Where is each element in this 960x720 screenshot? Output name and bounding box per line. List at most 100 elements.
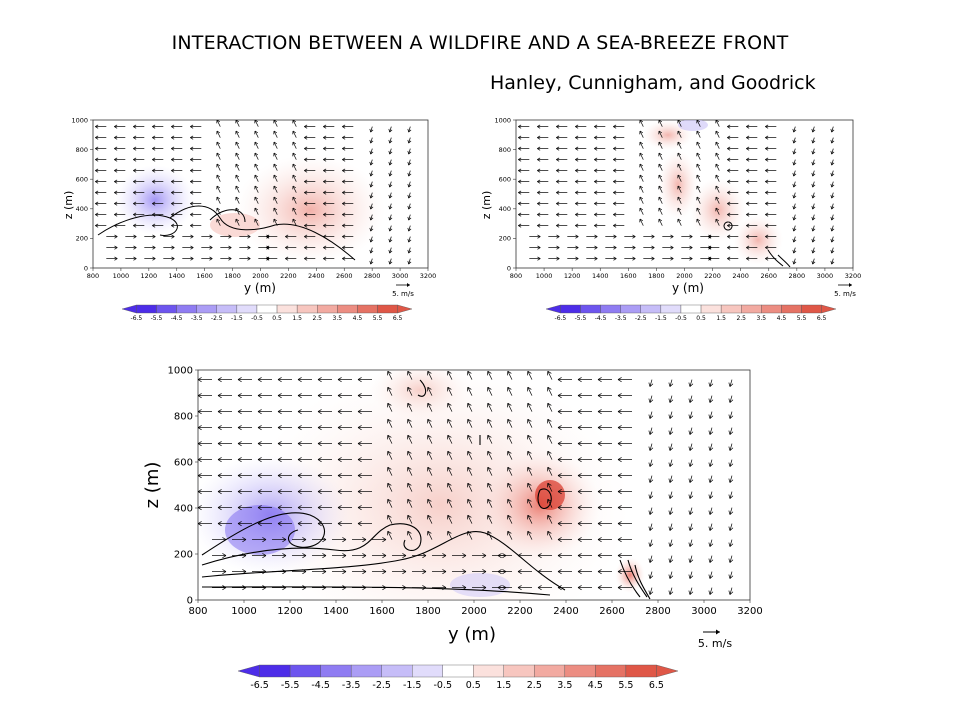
wind-vector — [254, 120, 259, 127]
wind-vector-head — [670, 245, 674, 250]
x-axis-ticks: 800 1000 1200 1400 1600 1800 2000 2200 2400 2600 2… — [188, 600, 763, 617]
wind-vector-head — [518, 201, 522, 206]
wind-vector — [427, 435, 433, 444]
wind-vector — [408, 225, 411, 232]
wind-vector-head — [304, 190, 308, 195]
wind-vector — [812, 126, 815, 133]
wind-vector-head — [216, 130, 220, 135]
wind-vector — [370, 126, 373, 133]
wind-vector — [658, 207, 663, 215]
wind-vector-head — [537, 585, 542, 591]
wind-vector-head — [387, 418, 392, 424]
wind-vector-head — [746, 135, 750, 140]
wind-vector — [389, 247, 392, 254]
wind-vector-head — [342, 223, 346, 228]
wind-vector — [527, 499, 533, 508]
colorbar-tick-label: -2.5 — [372, 680, 391, 691]
wind-vector-head — [407, 238, 412, 243]
wind-vector-head — [407, 466, 412, 472]
x-tick-label: 1800 — [224, 272, 241, 280]
wind-vector — [370, 214, 373, 221]
wind-vector-head — [323, 256, 327, 261]
wind-vector-head — [792, 194, 797, 199]
wind-vector — [669, 555, 673, 563]
wind-vector-head — [297, 521, 302, 527]
wind-vector — [696, 163, 701, 171]
wind-vector-head — [792, 172, 797, 177]
wind-vector — [812, 258, 815, 265]
wind-vector-head — [658, 174, 662, 179]
wind-vector-head — [467, 434, 472, 440]
wind-vector-head — [617, 441, 622, 447]
x-tick-label: 2400 — [553, 606, 578, 617]
wind-vector-head — [792, 238, 797, 243]
wind-vector-head — [337, 377, 342, 383]
wind-vector — [427, 387, 433, 396]
wind-vector-head — [407, 434, 412, 440]
wind-vector-head — [407, 530, 412, 536]
vector-field — [518, 120, 835, 265]
colorbar-tick-label: -0.5 — [251, 315, 263, 322]
wind-vector-head — [209, 256, 213, 261]
wind-vector — [696, 196, 701, 204]
wind-vector-head — [292, 120, 296, 124]
wind-vector-head — [728, 510, 734, 515]
wind-vector-head — [152, 157, 156, 162]
page-title: INTERACTION BETWEEN A WILDFIRE AND A SEA… — [171, 32, 789, 54]
wind-vector-head — [407, 150, 412, 155]
wind-vector-head — [746, 179, 750, 184]
colorbar-segment — [600, 304, 621, 314]
colorbar-tick-label: -5.5 — [575, 315, 587, 322]
wind-vector-head — [639, 174, 643, 179]
wind-vector-head — [427, 466, 432, 472]
wind-vector — [408, 214, 411, 221]
wind-vector-head — [811, 260, 816, 265]
wind-vector-head — [209, 245, 213, 250]
wind-vector — [447, 403, 453, 412]
wind-vector-head — [811, 150, 816, 155]
wind-vector-head — [658, 120, 662, 124]
wind-vector-head — [547, 450, 552, 456]
wind-vector-head — [357, 393, 362, 399]
wind-vector — [487, 419, 493, 428]
wind-vector-head — [273, 141, 277, 146]
wind-vector — [669, 459, 673, 467]
wind-vector-head — [247, 256, 251, 261]
vector-reference-arrow — [838, 283, 852, 287]
wind-vector-head — [577, 505, 582, 511]
wind-vector-head — [369, 205, 374, 210]
wind-vector-head — [648, 510, 654, 515]
wind-vector-head — [487, 450, 492, 456]
wind-vector — [216, 185, 221, 193]
wind-vector-head — [715, 196, 719, 201]
wind-vector-head — [689, 256, 693, 261]
x-tick-label: 2000 — [461, 606, 486, 617]
wind-vector-head — [830, 150, 835, 155]
wind-vector-head — [297, 441, 302, 447]
wind-vector-head — [688, 478, 694, 483]
wind-vector-head — [247, 245, 251, 250]
colorbar-tick-label: -3.5 — [342, 680, 361, 691]
x-tick-label: 1800 — [415, 606, 440, 617]
wind-vector-head — [407, 514, 412, 520]
wind-vector-head — [487, 418, 492, 424]
wind-vector-head — [715, 163, 719, 168]
wind-vector-head — [728, 446, 734, 451]
colorbar-segment — [357, 304, 378, 314]
wind-vector-head — [830, 216, 835, 221]
wind-vector — [427, 483, 433, 492]
wind-vector-head — [575, 223, 579, 228]
x-tick-label: 2000 — [676, 272, 693, 280]
wind-vector-head — [447, 466, 452, 472]
wind-vector — [487, 499, 493, 508]
colorbar-segment — [156, 304, 177, 314]
wind-vector-head — [557, 457, 562, 463]
wind-vector-head — [715, 207, 719, 212]
wind-vector-head — [216, 185, 220, 190]
wind-vector-head — [708, 542, 714, 547]
wind-vector-head — [262, 553, 267, 559]
wind-vector-head — [527, 434, 532, 440]
wind-vector-head — [575, 168, 579, 173]
wind-vector-head — [811, 161, 816, 166]
wind-vector-head — [369, 172, 374, 177]
